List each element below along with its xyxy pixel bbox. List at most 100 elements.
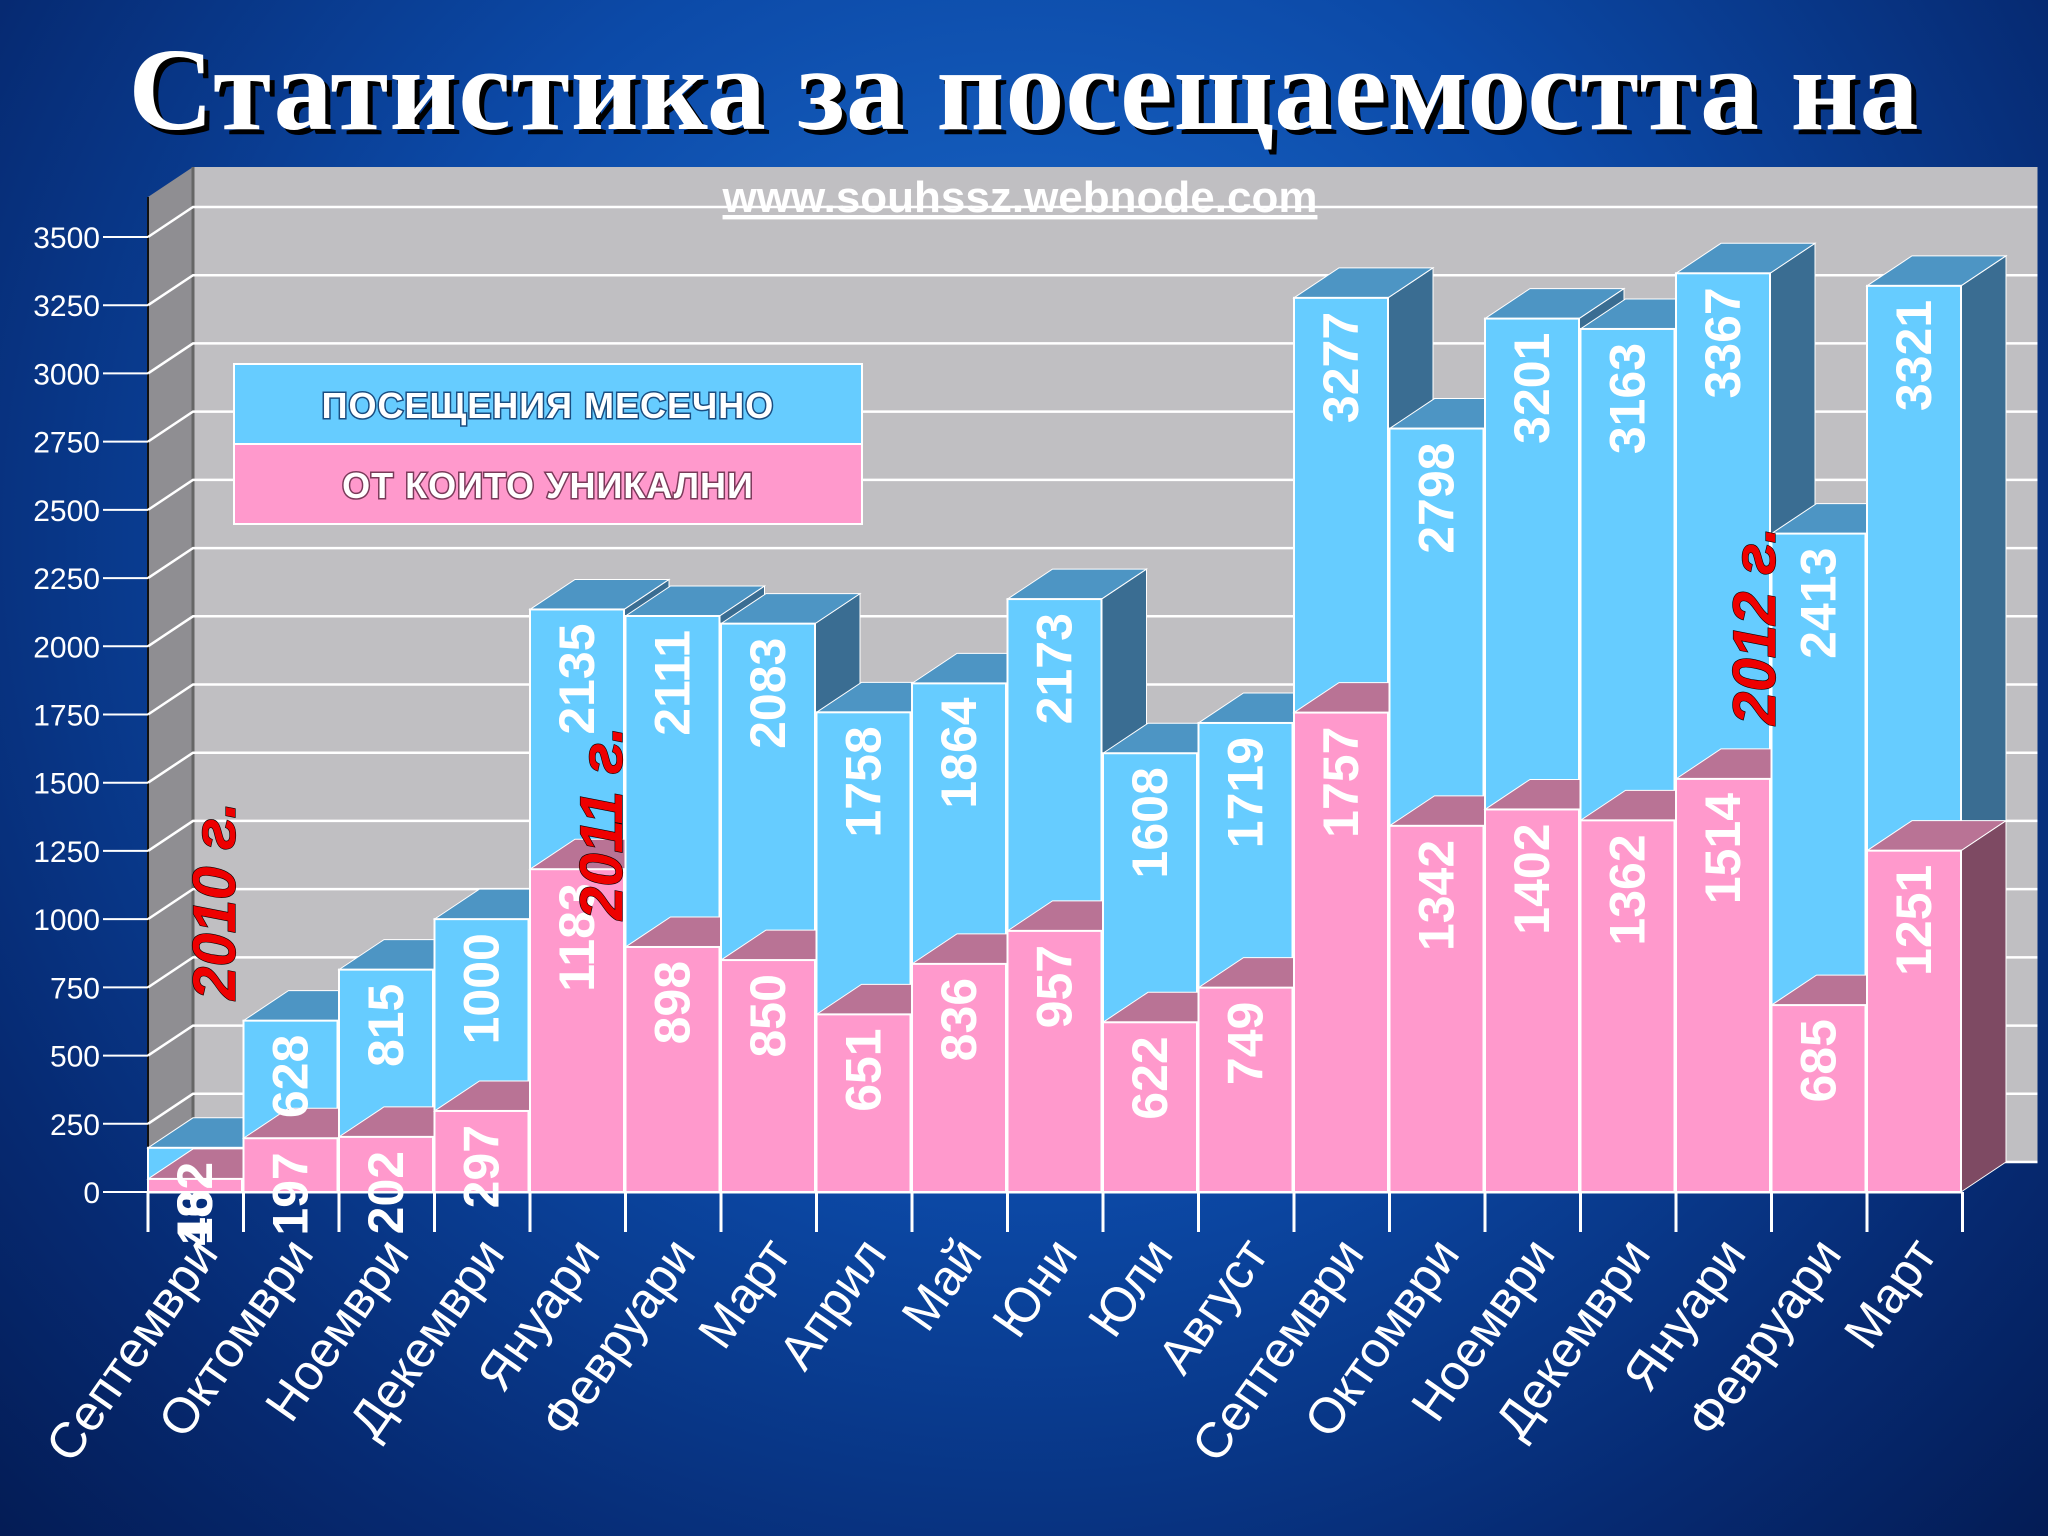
y-tick-label: 2750 xyxy=(33,427,100,460)
unique-value-label: 197 xyxy=(263,1152,319,1235)
unique-value-label: 898 xyxy=(645,961,701,1044)
total-bar-side xyxy=(1960,254,2007,852)
total-bar-front xyxy=(624,614,721,948)
unique-value-label: 685 xyxy=(1791,1019,1847,1102)
x-category-label: Март xyxy=(1833,1228,1948,1358)
unique-value-label: 1757 xyxy=(1313,727,1369,838)
unique-bar-front xyxy=(911,962,1007,1193)
unique-bar-front xyxy=(1579,819,1676,1194)
y-tick-label: 3250 xyxy=(33,290,100,323)
unique-value-label: 1251 xyxy=(1886,865,1942,976)
total-bar-front xyxy=(1770,532,1867,1007)
unique-bar-front xyxy=(1293,711,1389,1194)
y-tick-label: 2000 xyxy=(33,631,100,664)
unique-value-label: 1342 xyxy=(1409,840,1465,951)
total-bar-front xyxy=(1675,272,1771,780)
total-value-label: 3277 xyxy=(1313,312,1369,423)
x-category-label: Май xyxy=(891,1228,993,1340)
unique-value-label: 622 xyxy=(1122,1036,1178,1119)
total-bar-front xyxy=(1006,598,1103,932)
total-value-label: 815 xyxy=(358,984,414,1067)
unique-value-label: 202 xyxy=(358,1151,414,1234)
slide-title: Статистика за посещаемостта на xyxy=(128,24,1920,155)
y-tick-label: 250 xyxy=(50,1109,100,1142)
total-value-label: 3367 xyxy=(1695,287,1751,398)
y-tick-label: 500 xyxy=(50,1041,100,1074)
unique-value-label: 836 xyxy=(931,978,987,1061)
y-tick-label: 3500 xyxy=(33,222,100,255)
y-tick-label: 0 xyxy=(83,1177,100,1210)
total-value-label: 2173 xyxy=(1027,613,1083,724)
total-bar-front xyxy=(1293,296,1389,714)
year-marker: 2011 г. xyxy=(568,726,635,921)
legend-total-label: ПОСЕЩЕНИЯ МЕСЕЧНО xyxy=(322,385,775,426)
year-markers: 2010 г. 2011 г. 2012 г. xyxy=(180,526,1788,1001)
total-bar-front xyxy=(1388,427,1485,827)
unique-bar-front xyxy=(529,868,625,1194)
total-bar-front xyxy=(529,608,625,871)
legend: ПОСЕЩЕНИЯ МЕСЕЧНО ОТ КОИТО УНИКАЛНИ xyxy=(233,363,863,525)
total-value-label: 2413 xyxy=(1791,548,1847,659)
x-axis: СептемвриОктомвриНоемвриДекемвриЯнуариФе… xyxy=(35,1190,1964,1471)
total-value-label: 628 xyxy=(263,1035,319,1118)
total-value-label: 162 xyxy=(167,1162,223,1245)
unique-bar-front xyxy=(338,1135,434,1193)
total-bar-front xyxy=(815,711,912,1016)
unique-bar-front xyxy=(147,1177,243,1193)
total-value-label: 1758 xyxy=(836,726,892,837)
total-bar-front xyxy=(911,682,1007,965)
total-value-label: 3201 xyxy=(1504,333,1560,444)
y-tick-label: 1250 xyxy=(33,836,100,869)
y-tick-label: 1500 xyxy=(33,768,100,801)
total-value-label: 1864 xyxy=(931,697,987,808)
unique-bar-front xyxy=(815,1013,912,1193)
unique-bar-front xyxy=(1102,1021,1198,1193)
gridline xyxy=(147,205,2038,239)
y-tick-label: 2500 xyxy=(33,495,100,528)
unique-value-label: 1514 xyxy=(1695,793,1751,904)
unique-value-label: 297 xyxy=(454,1125,510,1208)
y-axis: 0 250 500 750 1000 1250 1500 1750 2000 2250 2500 27… xyxy=(33,222,148,1210)
unique-value-label: 749 xyxy=(1218,1002,1274,1085)
total-bar-front xyxy=(720,622,816,962)
total-value-label: 2083 xyxy=(740,638,796,749)
y-tick-label: 750 xyxy=(50,972,100,1005)
unique-bar-front xyxy=(720,959,816,1193)
year-marker: 2010 г. xyxy=(181,802,248,1001)
y-tick-label: 3000 xyxy=(33,358,100,391)
y-tick-label: 1000 xyxy=(33,904,100,937)
unique-bar-front xyxy=(624,945,721,1194)
total-value-label: 2135 xyxy=(549,623,605,734)
unique-bar-front xyxy=(1388,824,1485,1194)
unique-bar-front xyxy=(433,1109,530,1193)
total-value-label: 2798 xyxy=(1409,443,1465,554)
total-value-label: 2111 xyxy=(645,630,701,736)
unique-bar-front xyxy=(1006,929,1103,1194)
x-category-label: Юни xyxy=(981,1228,1088,1347)
unique-value-label: 850 xyxy=(740,974,796,1057)
unique-value-label: 957 xyxy=(1027,945,1083,1028)
unique-value-label: 1183 xyxy=(549,883,605,991)
y-tick-label: 1750 xyxy=(33,700,100,733)
site-url[interactable]: www.souhssz.webnode.com xyxy=(722,173,1318,222)
unique-bar-front xyxy=(1197,986,1294,1193)
unique-value-label: 1362 xyxy=(1600,834,1656,945)
total-bar-front xyxy=(1102,752,1198,1024)
value-labels: 1624862819781520210002972135118321118982… xyxy=(167,287,1942,1245)
side-wall xyxy=(148,167,193,1192)
year-marker: 2012 г. xyxy=(1721,527,1788,726)
unique-value-label: 651 xyxy=(836,1028,892,1111)
unique-bar-front xyxy=(1484,808,1580,1193)
total-value-label: 1608 xyxy=(1122,767,1178,878)
total-value-label: 1000 xyxy=(454,933,510,1044)
unique-value-label: 48 xyxy=(167,1190,223,1246)
legend-total-swatch xyxy=(233,363,863,445)
total-value-label: 3321 xyxy=(1886,300,1942,411)
unique-bar-front xyxy=(1770,1004,1867,1193)
unique-bar-front xyxy=(1866,849,1962,1193)
total-value-label: 3163 xyxy=(1600,343,1656,454)
y-tick-label: 2250 xyxy=(33,563,100,596)
total-value-label: 1719 xyxy=(1218,737,1274,848)
unique-bar-side xyxy=(1960,819,2007,1193)
